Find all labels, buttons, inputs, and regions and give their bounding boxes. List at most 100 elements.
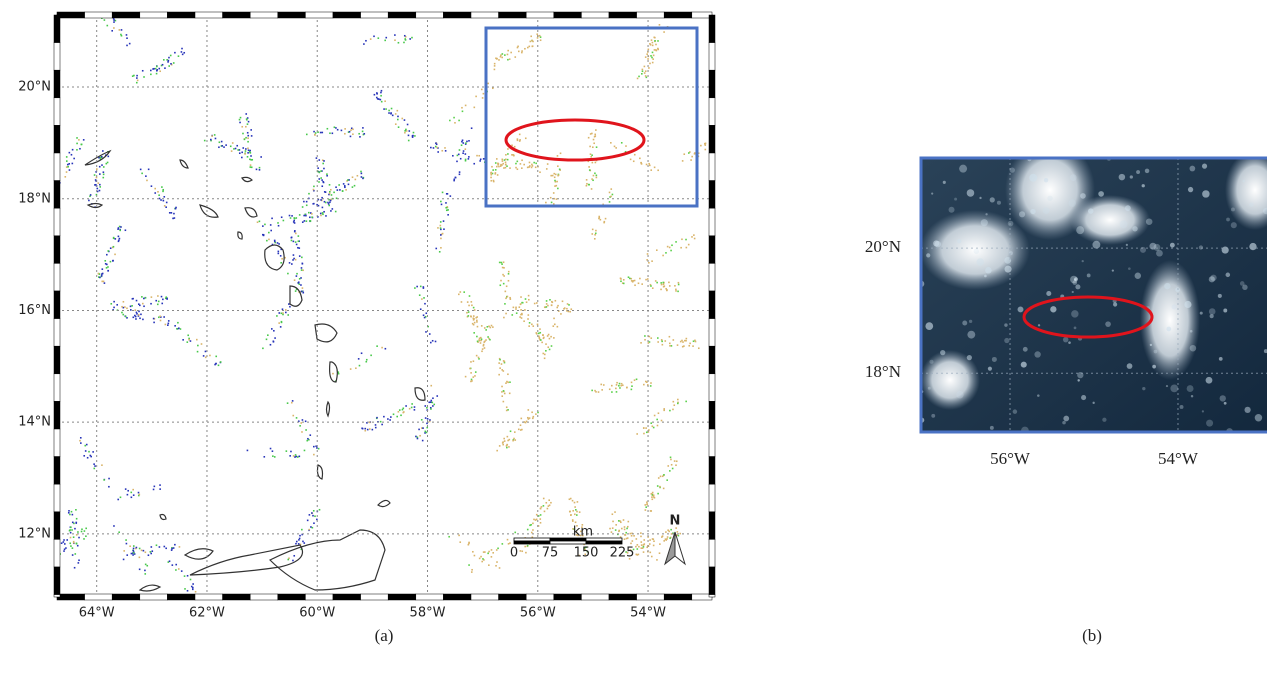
detection bbox=[551, 305, 553, 307]
detection bbox=[474, 107, 476, 109]
detection bbox=[163, 59, 165, 61]
detection bbox=[506, 285, 508, 287]
detection bbox=[301, 431, 303, 433]
frame-tick bbox=[195, 594, 223, 600]
cloud bbox=[954, 198, 957, 201]
detection bbox=[420, 308, 422, 310]
detection bbox=[325, 215, 327, 217]
detection bbox=[123, 559, 125, 561]
detection bbox=[292, 259, 294, 261]
detection bbox=[376, 345, 378, 347]
detection bbox=[250, 155, 252, 157]
detection bbox=[312, 527, 314, 529]
detection bbox=[654, 415, 656, 417]
detection bbox=[126, 543, 128, 545]
cloud bbox=[1063, 416, 1069, 422]
detection bbox=[600, 384, 602, 386]
detection bbox=[46, 549, 48, 551]
detection bbox=[155, 68, 157, 70]
cloud bbox=[1240, 281, 1245, 286]
detection bbox=[308, 193, 310, 195]
cloud bbox=[1068, 341, 1071, 344]
detection bbox=[588, 184, 590, 186]
frame-tick bbox=[54, 125, 60, 153]
detection bbox=[132, 489, 134, 491]
detection bbox=[171, 548, 173, 550]
detection bbox=[471, 127, 473, 129]
detection bbox=[643, 539, 645, 541]
detection bbox=[520, 424, 522, 426]
detection bbox=[594, 234, 596, 236]
detection bbox=[497, 548, 499, 550]
detection bbox=[83, 139, 85, 141]
detection bbox=[93, 463, 95, 465]
detection bbox=[570, 308, 572, 310]
detection bbox=[559, 168, 561, 170]
detection bbox=[490, 180, 492, 182]
cloud bbox=[1080, 193, 1086, 199]
detection bbox=[631, 382, 633, 384]
detection bbox=[159, 488, 161, 490]
detection bbox=[662, 535, 664, 537]
cloud bbox=[940, 350, 945, 355]
detection bbox=[150, 303, 152, 305]
detection bbox=[459, 149, 461, 151]
detection bbox=[306, 204, 308, 206]
detection bbox=[456, 161, 458, 163]
detection bbox=[281, 258, 283, 260]
detection bbox=[523, 164, 525, 166]
detection bbox=[247, 132, 249, 134]
detection bbox=[411, 407, 413, 409]
frame-tick bbox=[361, 12, 389, 18]
detection bbox=[72, 547, 74, 549]
detection bbox=[520, 163, 522, 165]
detection bbox=[468, 544, 470, 546]
cloud bbox=[1206, 420, 1213, 427]
detection bbox=[657, 40, 659, 42]
detection bbox=[236, 145, 238, 147]
detection bbox=[678, 282, 680, 284]
detection bbox=[72, 163, 74, 165]
detection bbox=[175, 564, 177, 566]
detection bbox=[231, 150, 233, 152]
detection bbox=[247, 156, 249, 158]
detection bbox=[496, 561, 498, 563]
cloud bbox=[1140, 260, 1200, 380]
detection bbox=[142, 319, 144, 321]
detection bbox=[633, 535, 635, 537]
detection bbox=[637, 544, 639, 546]
detection bbox=[90, 194, 92, 196]
detection bbox=[320, 170, 322, 172]
detection bbox=[113, 238, 115, 240]
detection bbox=[436, 147, 438, 149]
detection bbox=[481, 325, 483, 327]
detection bbox=[122, 314, 124, 316]
detection bbox=[287, 402, 289, 404]
detection bbox=[507, 373, 509, 375]
detection bbox=[187, 590, 189, 592]
frame-tick bbox=[709, 208, 715, 236]
detection bbox=[133, 75, 135, 77]
detection bbox=[140, 314, 142, 316]
detection bbox=[430, 400, 432, 402]
detection bbox=[589, 169, 591, 171]
cloud bbox=[1004, 338, 1009, 343]
detection bbox=[317, 167, 319, 169]
detection bbox=[85, 535, 87, 537]
detection bbox=[665, 531, 667, 533]
detection bbox=[496, 549, 498, 551]
detection bbox=[97, 182, 99, 184]
detection bbox=[439, 251, 441, 253]
detection bbox=[614, 146, 616, 148]
detection bbox=[440, 247, 442, 249]
detection bbox=[620, 520, 622, 522]
detection bbox=[496, 166, 498, 168]
detection bbox=[481, 89, 483, 91]
scale-segment bbox=[550, 541, 586, 544]
detection bbox=[533, 519, 535, 521]
detection bbox=[162, 64, 164, 66]
detection bbox=[145, 551, 147, 553]
frame-tick bbox=[250, 594, 278, 600]
detection bbox=[586, 179, 588, 181]
detection bbox=[165, 324, 167, 326]
